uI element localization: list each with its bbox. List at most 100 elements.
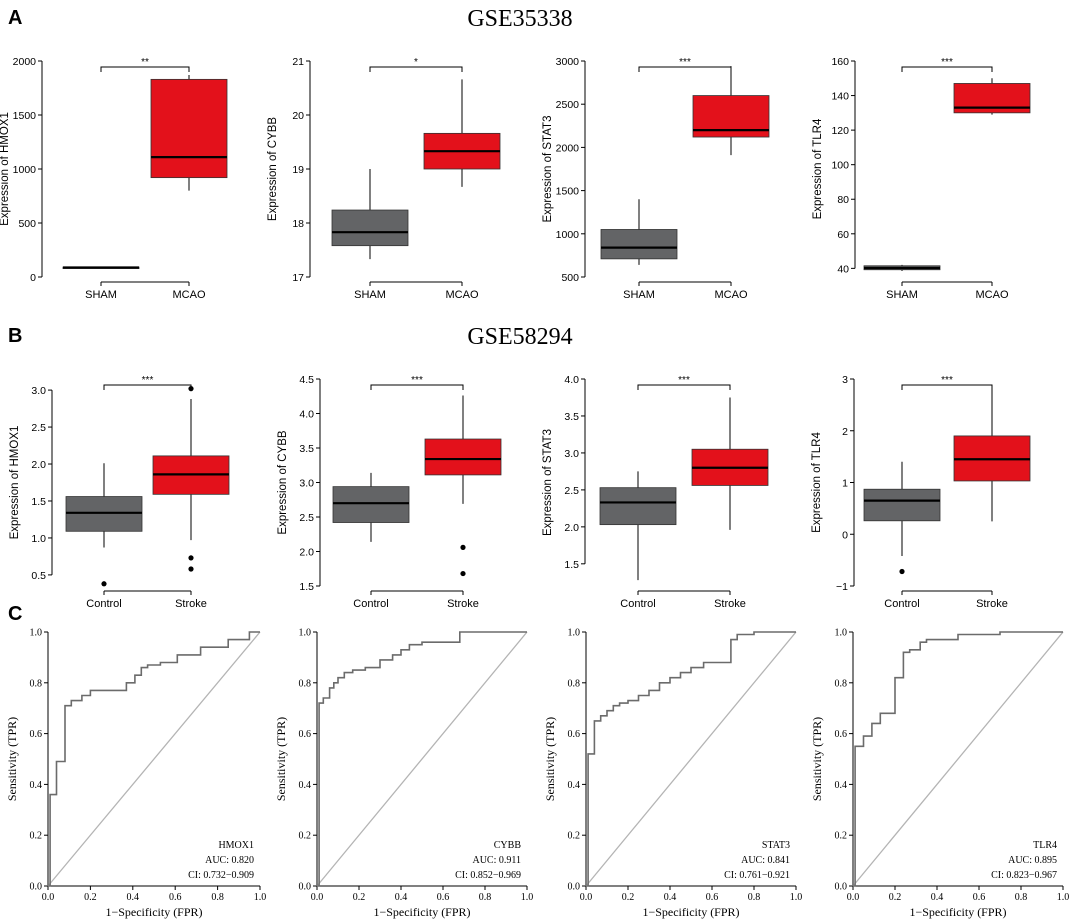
boxplot-a4: 40 60 80 100 120 140 160 Expression of TLR4 SHAM… (812, 56, 1031, 301)
y-tick-label: 0.8 (30, 678, 43, 689)
x-tick-label: Control (86, 598, 121, 610)
y-tick-label: 4.0 (299, 409, 314, 421)
y-tick-label: 0.2 (568, 831, 581, 842)
x-tick-label: 1.0 (254, 892, 267, 903)
roc-ci-label: CI: 0.852−0.969 (455, 870, 521, 881)
y-tick-label: 1500 (13, 110, 37, 122)
roc-ci-label: CI: 0.732−0.909 (188, 870, 254, 881)
y-tick-label: 2000 (556, 142, 580, 154)
y-axis-title: Expression of STAT3 (542, 116, 554, 223)
y-tick-label: 1.5 (31, 496, 46, 508)
panel-title-a: GSE35338 (467, 6, 572, 32)
x-tick-label: 0.2 (889, 892, 902, 903)
x-tick-label: 0.2 (622, 892, 635, 903)
x-tick-label: Control (353, 598, 388, 610)
box-case (424, 438, 502, 476)
y-axis-title: Sensitivity (TPR) (274, 717, 288, 801)
y-tick-label: 0.0 (835, 882, 848, 893)
y-tick-label: 0.0 (30, 882, 43, 893)
outlier-point (101, 581, 107, 587)
x-tick-label: SHAM (886, 289, 918, 301)
y-tick-label: 3.0 (31, 385, 46, 397)
significance-stars: *** (142, 375, 154, 386)
x-tick-label: MCAO (173, 289, 206, 301)
y-tick-label: 3.0 (564, 448, 579, 460)
panel-title-b: GSE58294 (467, 324, 572, 350)
y-tick-label: 1.0 (835, 628, 848, 639)
y-tick-label: 1.0 (568, 628, 581, 639)
significance-bracket (901, 384, 993, 390)
x-tick-label: 0.2 (84, 892, 97, 903)
y-tick-label: 0.4 (568, 780, 581, 791)
x-tick-label: Stroke (175, 598, 207, 610)
significance-bracket (638, 66, 732, 72)
y-tick-label: 1000 (556, 229, 580, 241)
y-tick-label: 2000 (13, 56, 37, 68)
y-tick-label: 0.8 (568, 678, 581, 689)
box-control (332, 486, 410, 523)
x-tick-label: SHAM (85, 289, 117, 301)
y-tick-label: 2.0 (299, 547, 314, 559)
x-tick-label: SHAM (623, 289, 655, 301)
x-tick-label: Control (884, 598, 919, 610)
roc-c1: 0.00.0 0.2 0.2 0.4 0.4 0.6 0.6 0.8 0.8 1.0 1.0 Sens… (5, 628, 266, 920)
y-tick-label: 19 (292, 164, 304, 176)
boxplot-b3: 1.5 2.0 2.5 3.0 3.5 4.0 Expression of STAT3 Con… (542, 374, 769, 610)
box-control (65, 496, 143, 532)
boxplot-a2: 17 18 19 20 21 Expression of CYBB SHAM MCAO * (267, 56, 501, 301)
reference-diagonal (316, 631, 528, 887)
roc-ci-label: CI: 0.761−0.921 (724, 870, 790, 881)
x-tick-label: 0.0 (42, 892, 55, 903)
y-tick-label: 0.4 (299, 780, 312, 791)
y-tick-label: 1.5 (564, 559, 579, 571)
y-tick-label: 1.5 (299, 581, 314, 593)
significance-bracket (370, 384, 464, 390)
outlier-point (188, 566, 194, 572)
significance-bracket (103, 384, 192, 390)
x-tick-label: Stroke (714, 598, 746, 610)
y-tick-label: 2.0 (564, 522, 579, 534)
x-tick-label: 0.2 (353, 892, 366, 903)
y-tick-label: 0.6 (835, 729, 848, 740)
y-tick-label: −1 (836, 581, 848, 593)
roc-auc-label: AUC: 0.820 (205, 855, 254, 866)
x-tick-label: MCAO (446, 289, 479, 301)
x-tick-label: 0.4 (664, 892, 677, 903)
outlier-point (188, 555, 194, 561)
y-tick-label: 0.2 (835, 831, 848, 842)
y-tick-label: 0.8 (835, 678, 848, 689)
x-tick-label: 0.8 (211, 892, 224, 903)
y-axis-title: Expression of STAT3 (542, 429, 554, 536)
x-tick-label: 0.4 (127, 892, 140, 903)
x-tick-label: 0.0 (580, 892, 593, 903)
x-tick-label: 0.4 (931, 892, 944, 903)
x-tick-label: 1.0 (521, 892, 534, 903)
roc-auc-label: AUC: 0.841 (741, 855, 790, 866)
reference-diagonal (852, 631, 1064, 887)
outlier-point (460, 570, 466, 577)
roc-gene-label: STAT3 (762, 840, 790, 851)
y-tick-label: 0.8 (299, 678, 312, 689)
y-axis-title: Expression of TLR4 (811, 432, 823, 533)
y-tick-label: 80 (837, 194, 849, 206)
significance-stars: *** (679, 57, 691, 68)
significance-bracket (100, 66, 190, 72)
y-tick-label: 1.0 (31, 533, 46, 545)
y-tick-label: 4.5 (299, 374, 314, 386)
y-tick-label: 0.4 (835, 780, 848, 791)
y-tick-label: 18 (292, 218, 304, 230)
significance-bracket (369, 66, 463, 72)
roc-auc-label: AUC: 0.895 (1008, 855, 1057, 866)
x-tick-label: 0.6 (437, 892, 450, 903)
boxplot-b2: 1.5 2.0 2.5 3.0 3.5 4.0 4.5 Expression of CYBB C… (277, 374, 502, 610)
y-tick-label: 0 (842, 529, 848, 541)
y-tick-label: 2.5 (564, 485, 579, 497)
roc-gene-label: TLR4 (1033, 840, 1057, 851)
significance-bracket (901, 66, 993, 72)
y-tick-label: 21 (292, 56, 304, 68)
y-tick-label: 3 (842, 374, 848, 386)
x-tick-label: MCAO (976, 289, 1009, 301)
y-tick-label: 3.0 (299, 478, 314, 490)
x-tick-label: 0.6 (706, 892, 719, 903)
